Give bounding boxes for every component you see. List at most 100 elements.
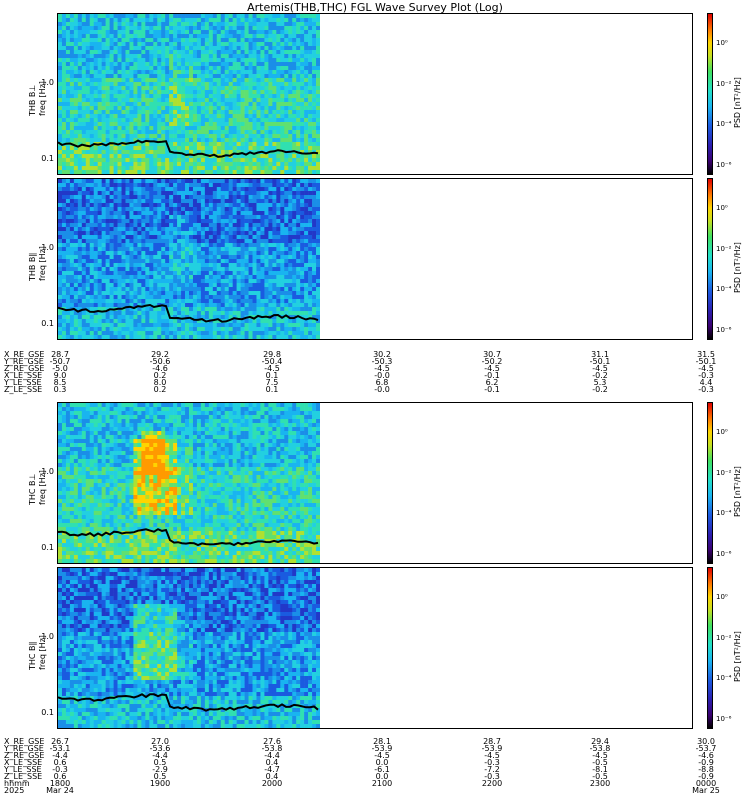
ephemeris-value: -4.7: [264, 765, 280, 774]
ephemeris-value: 6.8: [375, 378, 389, 387]
ephemeris-value: 6.2: [485, 378, 499, 387]
ephemeris-value: -7.2: [484, 765, 500, 774]
spectrogram-image: [58, 403, 320, 563]
ephemeris-value: 0.5: [153, 758, 167, 767]
colorbar-tick-label: 10⁰: [716, 39, 728, 48]
ephemeris-value: 2300: [589, 779, 611, 788]
ephemeris-row-label: X_RE_GSE: [4, 350, 45, 359]
y-axis-panel-label: THB B⊥: [28, 84, 37, 116]
ephemeris-value: 5.3: [593, 378, 607, 387]
ephemeris-value: -53.8: [589, 744, 611, 753]
ephemeris-value: Mar 24: [46, 786, 74, 795]
ephemeris-value: 2200: [481, 779, 503, 788]
spectrogram-image: [58, 14, 320, 174]
ephemeris-value: -0.9: [698, 772, 714, 781]
ephemeris-value: -0.9: [698, 758, 714, 767]
ephemeris-value: -50.6: [149, 357, 171, 366]
colorbar-tick-label: 10⁻⁶: [716, 325, 732, 334]
ephemeris-value: -0.1: [484, 371, 500, 380]
ephemeris-value: -0.1: [484, 385, 500, 394]
colorbar: [707, 567, 713, 729]
ephemeris-value: -8.8: [698, 765, 714, 774]
ephemeris-value: 1900: [149, 779, 171, 788]
ephemeris-row-label: 2025: [4, 786, 25, 795]
ephemeris-value: 9.0: [53, 371, 67, 380]
ephemeris-value: 2100: [371, 779, 393, 788]
ephemeris-value: -0.0: [374, 385, 390, 394]
colorbar-tick-label: 10⁻⁶: [716, 549, 732, 558]
ephemeris-value: -0.0: [374, 371, 390, 380]
ephemeris-row-label: Y_RE_GSE: [4, 744, 44, 753]
y-tick-label: 0.1: [41, 318, 54, 328]
ephemeris-value: 8.5: [53, 378, 67, 387]
ephemeris-value: -4.4: [264, 751, 280, 760]
ephemeris-value: -4.5: [374, 364, 390, 373]
ephemeris-value: 8.0: [153, 378, 167, 387]
ephemeris-value: -50.1: [589, 357, 611, 366]
cyclotron-trace: [58, 139, 319, 158]
cyclotron-trace: [58, 693, 319, 712]
colorbar-tick-label: 10⁻⁴: [716, 285, 732, 294]
ephemeris-value: -53.9: [481, 744, 503, 753]
ephemeris-value: -50.2: [481, 357, 503, 366]
ephemeris-value: -53.6: [149, 744, 171, 753]
ephemeris-value: -4.5: [592, 364, 608, 373]
ephemeris-value: -50.3: [371, 357, 393, 366]
ephemeris-value: 0.6: [53, 758, 67, 767]
ephemeris-value: -0.2: [592, 385, 608, 394]
ephemeris-value: -0.5: [592, 772, 608, 781]
y-tick-label: 1.0: [41, 242, 54, 252]
colorbar-tick-label: 10⁰: [716, 204, 728, 213]
cyclotron-trace: [58, 528, 319, 547]
ephemeris-value: 0.0: [375, 758, 389, 767]
ephemeris-value: 0.3: [53, 385, 67, 394]
ephemeris-value: -4.5: [374, 751, 390, 760]
colorbar-tick-label: 10⁻²: [716, 79, 732, 88]
ephemeris-value: 0.1: [265, 385, 279, 394]
ephemeris-value: 28.1: [373, 737, 391, 746]
ephemeris-value: 0.4: [265, 758, 279, 767]
ephemeris-value: 30.2: [373, 350, 391, 359]
colorbar-tick-label: 10⁻²: [716, 468, 732, 477]
ephemeris-value: -4.6: [152, 364, 168, 373]
colorbar-tick-label: 10⁻⁶: [716, 160, 732, 169]
spectrogram-panel-1: [57, 13, 693, 175]
ephemeris-value: -4.5: [484, 751, 500, 760]
ephemeris-row-label: Y_RE_GSE: [4, 357, 44, 366]
colorbar-label: PSD [nT²/Hz]: [733, 77, 742, 128]
ephemeris-value: 29.8: [263, 350, 281, 359]
y-tick-label: 0.1: [41, 707, 54, 717]
ephemeris-value: 1800: [49, 779, 71, 788]
ephemeris-row-label: Y_LE_SSE: [4, 378, 42, 387]
ephemeris-value: 0.2: [153, 371, 167, 380]
colorbar-tick-label: 10⁻⁴: [716, 509, 732, 518]
y-tick-label: 0.1: [41, 153, 54, 163]
ephemeris-value: 0.0: [375, 772, 389, 781]
ephemeris-value: 26.7: [51, 737, 69, 746]
ephemeris-value: -4.5: [484, 364, 500, 373]
ephemeris-value: 7.5: [265, 378, 279, 387]
y-axis-panel-label: THC B⊥: [28, 473, 37, 506]
ephemeris-row-label: Z_LE_SSE: [4, 385, 43, 394]
ephemeris-value: 0.6: [53, 772, 67, 781]
colorbar-tick-label: 10⁻²: [716, 244, 732, 253]
ephemeris-value: 28.7: [483, 737, 501, 746]
ephemeris-value: -53.8: [261, 744, 283, 753]
ephemeris-value: -50.1: [695, 357, 717, 366]
ephemeris-value: -53.1: [49, 744, 71, 753]
y-tick-label: 1.0: [41, 77, 54, 87]
y-tick-label: 1.0: [41, 466, 54, 476]
spectrogram-panel-3: [57, 402, 693, 564]
ephemeris-value: -0.3: [52, 765, 68, 774]
ephemeris-value: -0.5: [592, 758, 608, 767]
y-tick-label: 1.0: [41, 631, 54, 641]
ephemeris-value: 28.7: [51, 350, 69, 359]
ephemeris-value: -0.3: [698, 371, 714, 380]
ephemeris-value: -4.4: [52, 751, 68, 760]
ephemeris-value: 0.1: [265, 371, 279, 380]
ephemeris-row-label: Z_LE_SSE: [4, 772, 43, 781]
colorbar: [707, 178, 713, 340]
spectrogram-panel-2: [57, 178, 693, 340]
ephemeris-row-label: X_LE_SSE: [4, 758, 43, 767]
colorbar-tick-label: 10⁻⁶: [716, 714, 732, 723]
